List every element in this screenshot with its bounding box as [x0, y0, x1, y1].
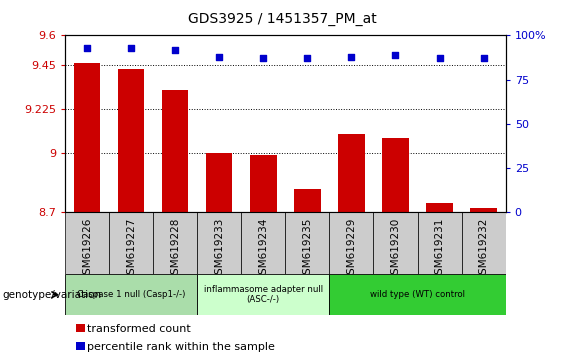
Bar — [471, 209, 497, 212]
Bar — [65, 212, 109, 274]
Bar — [76, 324, 85, 332]
Text: GSM619229: GSM619229 — [346, 217, 357, 281]
Bar — [462, 212, 506, 274]
Bar — [329, 212, 373, 274]
Point — [259, 56, 268, 61]
Text: GSM619232: GSM619232 — [479, 217, 489, 281]
Text: GSM619234: GSM619234 — [258, 217, 268, 281]
Text: Caspase 1 null (Casp1-/-): Caspase 1 null (Casp1-/-) — [77, 290, 185, 299]
Text: wild type (WT) control: wild type (WT) control — [370, 290, 465, 299]
Text: transformed count: transformed count — [87, 324, 190, 333]
Bar — [153, 212, 197, 274]
Bar — [427, 202, 453, 212]
Point — [303, 56, 312, 61]
Bar — [76, 342, 85, 350]
Point — [435, 56, 444, 61]
Point — [215, 54, 224, 59]
Text: genotype/variation: genotype/variation — [3, 290, 102, 300]
Text: GSM619228: GSM619228 — [170, 217, 180, 281]
Text: GSM619226: GSM619226 — [82, 217, 92, 281]
Text: GSM619227: GSM619227 — [126, 217, 136, 281]
Text: inflammasome adapter null
(ASC-/-): inflammasome adapter null (ASC-/-) — [204, 285, 323, 304]
Text: GSM619231: GSM619231 — [434, 217, 445, 281]
Bar — [294, 189, 320, 212]
Point — [391, 52, 400, 58]
Bar — [383, 138, 408, 212]
Bar — [338, 134, 364, 212]
Bar — [118, 69, 144, 212]
Bar — [329, 274, 506, 315]
Bar — [418, 212, 462, 274]
Text: percentile rank within the sample: percentile rank within the sample — [87, 342, 275, 352]
Bar — [162, 91, 188, 212]
Bar — [109, 212, 153, 274]
Bar — [197, 274, 329, 315]
Point — [82, 45, 92, 51]
Point — [127, 45, 136, 51]
Bar — [250, 155, 276, 212]
Point — [171, 47, 180, 52]
Text: GDS3925 / 1451357_PM_at: GDS3925 / 1451357_PM_at — [188, 12, 377, 27]
Point — [479, 56, 488, 61]
Bar — [74, 63, 100, 212]
Text: GSM619230: GSM619230 — [390, 217, 401, 281]
Bar — [373, 212, 418, 274]
Bar — [206, 153, 232, 212]
Point — [347, 54, 356, 59]
Bar — [285, 212, 329, 274]
Text: GSM619235: GSM619235 — [302, 217, 312, 281]
Bar — [65, 274, 197, 315]
Text: GSM619233: GSM619233 — [214, 217, 224, 281]
Bar — [197, 212, 241, 274]
Bar — [241, 212, 285, 274]
